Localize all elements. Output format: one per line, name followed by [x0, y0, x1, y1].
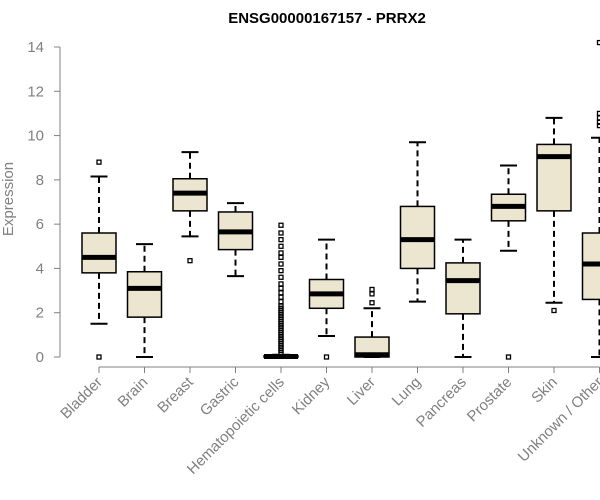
outlier-point	[278, 290, 284, 296]
outlier-point	[551, 307, 557, 314]
outlier-point	[278, 250, 284, 256]
x-tick-label: Bladder	[57, 374, 106, 423]
boxes-group	[81, 39, 600, 360]
y-tick-label: 4	[36, 260, 44, 277]
y-tick-label: 12	[27, 83, 44, 100]
outlier-point	[369, 286, 375, 293]
box-body	[81, 232, 117, 274]
outlier-point	[505, 354, 512, 360]
x-tick-label: Brain	[115, 374, 152, 411]
box-kidney	[308, 238, 345, 360]
outlier-point	[369, 291, 375, 297]
outlier-point	[278, 236, 284, 243]
x-tick-label: Pancreas	[413, 374, 470, 431]
chart-title: ENSG00000167157 - PRRX2	[228, 10, 426, 27]
x-tick-label: Kidney	[289, 373, 334, 418]
x-tick-label: Skin	[528, 374, 561, 407]
outlier-point	[278, 261, 284, 267]
outlier-point	[278, 294, 284, 300]
outlier-point	[278, 285, 284, 292]
outlier-point	[278, 274, 284, 280]
outlier-point	[278, 281, 284, 287]
box-skin	[536, 116, 572, 314]
box-body	[445, 262, 481, 315]
outlier-point	[278, 222, 284, 228]
y-tick-label: 6	[36, 216, 44, 233]
box-hematopoietic-cells	[263, 222, 299, 360]
box-brain	[126, 243, 163, 358]
box-bladder	[81, 159, 117, 360]
outlier-point	[96, 354, 102, 360]
box-prostate	[490, 164, 527, 360]
box-liver	[354, 286, 390, 358]
box-lung	[399, 141, 436, 303]
x-tick-label: Breast	[154, 373, 197, 416]
y-tick-label: 14	[27, 39, 44, 56]
box-pancreas	[445, 238, 481, 358]
box-body	[126, 271, 163, 318]
outlier-point	[278, 230, 284, 236]
y-tick-label: 0	[36, 349, 44, 366]
outlier-point	[278, 267, 284, 274]
x-tick-label: Liver	[344, 374, 379, 409]
outlier-point	[278, 298, 284, 305]
y-tick-label: 2	[36, 305, 44, 322]
y-axis-label: Expression	[0, 162, 17, 236]
x-tick-label: Lung	[389, 374, 425, 410]
box-breast	[172, 151, 208, 264]
y-tick-label: 10	[27, 128, 44, 145]
outlier-point	[278, 254, 284, 261]
box-gastric	[217, 202, 254, 278]
outlier-point	[369, 300, 375, 306]
x-tick-label: Prostate	[464, 374, 516, 426]
outlier-point	[278, 243, 284, 249]
box-unknown-other	[581, 39, 600, 358]
y-axis: 0 2 4 6 8 10 12 14	[27, 39, 61, 366]
outlier-point	[323, 354, 330, 360]
outlier-point	[187, 258, 193, 264]
outlier-point	[96, 159, 102, 165]
y-tick-label: 8	[36, 172, 44, 189]
